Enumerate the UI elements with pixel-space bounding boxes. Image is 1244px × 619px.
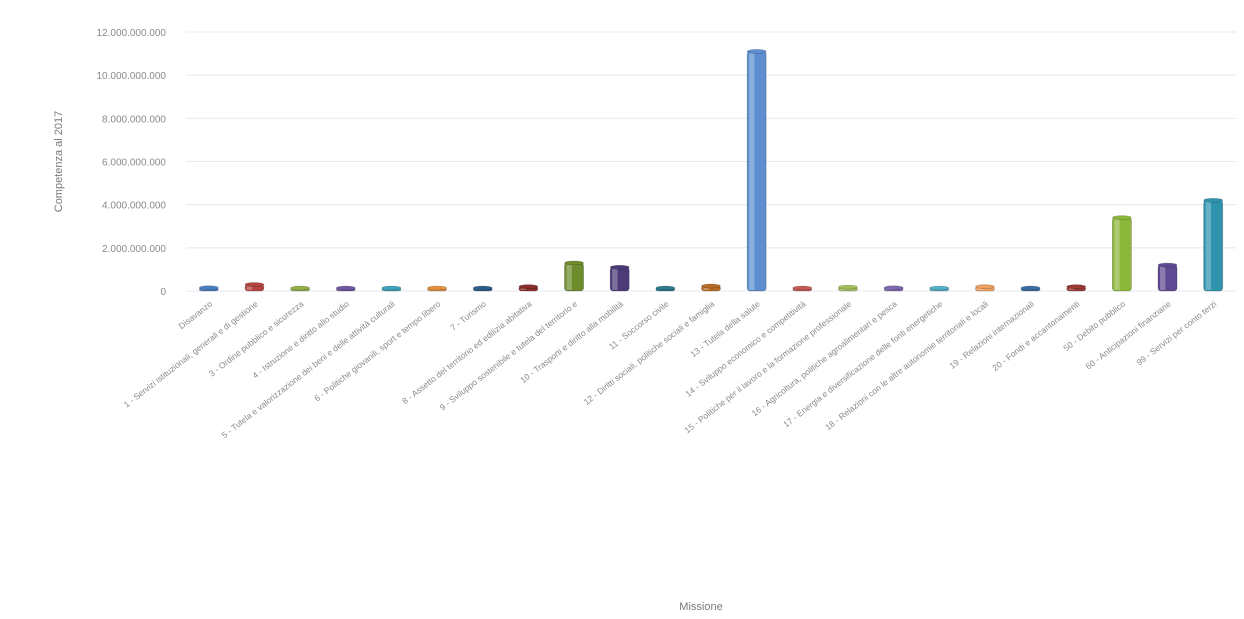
bar-highlight bbox=[1114, 218, 1120, 290]
bar-cap bbox=[290, 285, 310, 291]
bar-cap bbox=[518, 284, 539, 289]
bar-highlight bbox=[246, 285, 253, 290]
x-tick-label: 19 - Relazioni internazionali bbox=[947, 299, 1036, 371]
bar bbox=[929, 285, 950, 292]
bar bbox=[381, 285, 402, 292]
bar-highlight bbox=[1160, 266, 1166, 290]
x-tick-label: 60 - Anticipazioni finanziarie bbox=[1084, 299, 1173, 372]
x-tick-label: 20 - Fondi e accantonamenti bbox=[990, 299, 1081, 373]
bar bbox=[883, 285, 904, 292]
bar-cap bbox=[1066, 284, 1087, 289]
bar-cap bbox=[335, 285, 356, 291]
bar-cap bbox=[701, 283, 721, 289]
bar-highlight bbox=[840, 288, 846, 290]
bar bbox=[1203, 198, 1224, 292]
gridlines bbox=[186, 31, 1236, 292]
bar bbox=[1020, 285, 1041, 292]
y-tick-label: 10.000.000.000 bbox=[96, 71, 166, 82]
bar-cap bbox=[427, 285, 447, 291]
bar-cap bbox=[792, 285, 813, 291]
y-tick-label: 4.000.000.000 bbox=[102, 201, 166, 212]
bar-highlight bbox=[749, 52, 755, 290]
x-tick-label: 15 - Politiche per il lavoro e la formaz… bbox=[682, 299, 853, 436]
bar-cap bbox=[244, 282, 265, 287]
bar-cap bbox=[381, 285, 402, 291]
bar bbox=[746, 49, 767, 292]
bar bbox=[518, 284, 539, 292]
bar-cap bbox=[655, 285, 676, 291]
bar bbox=[975, 284, 995, 292]
bar bbox=[609, 264, 630, 292]
x-tick-label: 7 - Turismo bbox=[448, 299, 488, 333]
bar-cap bbox=[838, 284, 858, 290]
bar-cap bbox=[609, 264, 630, 270]
bar bbox=[1066, 284, 1087, 292]
bar-cap bbox=[564, 260, 584, 266]
bar-cap bbox=[1020, 285, 1041, 291]
x-tick-label: 5 - Tutela e valorizzazione dei beni e d… bbox=[220, 299, 397, 440]
y-tick-label: 0 bbox=[160, 287, 166, 298]
bar-cap bbox=[199, 285, 219, 291]
bar-highlight bbox=[703, 287, 709, 290]
bar bbox=[1157, 262, 1178, 292]
bar-highlight bbox=[1205, 201, 1211, 290]
x-tick-label: 3 - Ordine pubblico e sicurezza bbox=[207, 299, 306, 379]
bar-cap bbox=[472, 285, 493, 291]
bar-highlight bbox=[520, 287, 527, 290]
bar bbox=[244, 282, 265, 292]
x-tick-label: 17 - Energia e diversificazione delle fo… bbox=[781, 299, 944, 430]
y-tick-label: 2.000.000.000 bbox=[102, 244, 166, 255]
bar bbox=[290, 285, 311, 292]
bar-cap bbox=[1157, 262, 1178, 268]
bar bbox=[792, 285, 813, 292]
bar-cap bbox=[746, 49, 767, 54]
y-axis-title: Competenza al 2017 bbox=[53, 111, 65, 213]
x-tick-label: Disavanzo bbox=[177, 299, 215, 331]
bar bbox=[701, 283, 721, 292]
bar bbox=[838, 284, 858, 292]
bar-highlight bbox=[1068, 287, 1075, 290]
y-tick-label: 12.000.000.000 bbox=[96, 28, 166, 39]
bar-highlight bbox=[566, 263, 572, 290]
bar bbox=[335, 285, 356, 292]
bar bbox=[198, 285, 219, 292]
bar-cap bbox=[1203, 198, 1223, 203]
bar-cap bbox=[1112, 215, 1132, 220]
bars bbox=[198, 49, 1224, 292]
bar bbox=[655, 285, 676, 292]
bar-cap bbox=[975, 284, 995, 289]
y-tick-label: 8.000.000.000 bbox=[102, 114, 166, 125]
bar bbox=[564, 260, 584, 292]
bar bbox=[1111, 215, 1132, 292]
y-tick-label: 6.000.000.000 bbox=[102, 158, 166, 169]
y-axis-ticks: 0 2.000.000.000 4.000.000.000 6.000.000.000… bbox=[96, 28, 166, 298]
bar-cap bbox=[929, 285, 950, 291]
x-tick-label: 99 - Servizi per conto terzi bbox=[1134, 299, 1218, 368]
bar bbox=[427, 285, 447, 292]
x-tick-label: 18 - Relazioni con le altre autonomie te… bbox=[823, 299, 990, 433]
bar-cap bbox=[883, 285, 904, 291]
bar-highlight bbox=[977, 287, 983, 290]
bar-highlight bbox=[612, 268, 618, 290]
bar bbox=[472, 285, 493, 292]
x-axis-title: Missione bbox=[679, 601, 722, 613]
